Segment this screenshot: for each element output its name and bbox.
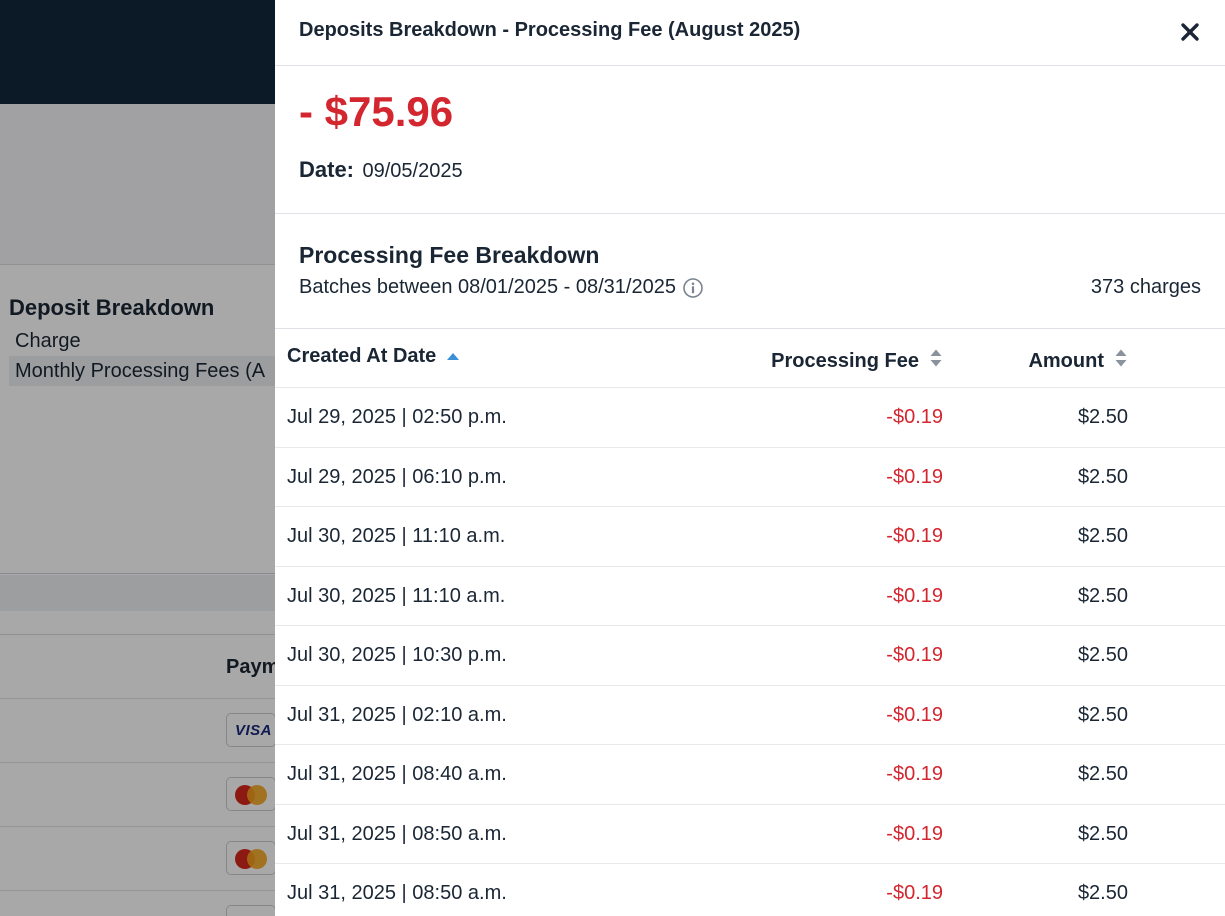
created-at-date-cell: Jul 29, 2025 | 02:50 p.m. [287,406,507,428]
amount-header[interactable]: Amount [1028,348,1128,374]
payment-column-header: Paym [226,656,280,678]
table-row[interactable]: Jul 30, 2025 | 11:10 a.m. -$0.19 $2.50 [275,567,1225,626]
amount-cell: $2.50 [1077,822,1128,845]
batches-range-text: Batches between 08/01/2025 - 08/31/2025 [299,276,676,298]
mastercard-circle-yellow [247,849,267,869]
sort-ascending-icon [446,345,460,368]
processing-fee-cell: -$0.19 [886,584,943,607]
processing-fee-header[interactable]: Processing Fee [771,348,943,374]
table-row[interactable]: Jul 31, 2025 | 08:40 a.m. -$0.19 $2.50 [275,745,1225,805]
charges-count: 373 charges [1090,276,1201,298]
table-header: Created At Date Processing Fee Amount [275,329,1225,388]
created-at-date-cell: Jul 31, 2025 | 08:50 a.m. [287,882,507,904]
close-icon [1181,23,1199,41]
deposit-date: Date: 09/05/2025 [299,157,463,183]
sort-icon [929,348,943,374]
processing-fee-cell: -$0.19 [886,465,943,488]
created-at-date-cell: Jul 30, 2025 | 11:10 a.m. [287,584,506,607]
column-header-label: Amount [1028,349,1104,372]
table-row[interactable]: Jul 31, 2025 | 08:50 a.m. -$0.19 $2.50 [275,864,1225,916]
drawer-title: Deposits Breakdown - Processing Fee (Aug… [299,19,801,41]
deposit-summary: - $75.96 Date: 09/05/2025 [275,66,1225,214]
charge-column-label: Charge [15,330,81,352]
deposit-breakdown-title: Deposit Breakdown [9,295,215,320]
date-value: 09/05/2025 [362,160,463,182]
monthly-fees-row[interactable] [9,356,309,386]
processing-fee-cell: -$0.19 [886,882,943,904]
amount-cell: $2.50 [1077,584,1128,607]
created-at-date-cell: Jul 31, 2025 | 08:50 a.m. [287,822,507,845]
processing-fee-table: Created At Date Processing Fee Amount Ju… [275,329,1225,916]
created-at-date-cell: Jul 30, 2025 | 10:30 p.m. [287,644,507,666]
mastercard-icon [226,841,276,875]
table-row[interactable]: Jul 31, 2025 | 08:50 a.m. -$0.19 $2.50 [275,805,1225,864]
processing-fee-cell: -$0.19 [886,822,943,845]
created-at-date-cell: Jul 31, 2025 | 08:40 a.m. [287,763,507,785]
amount-cell: $2.50 [1077,644,1128,666]
info-icon[interactable] [682,277,704,299]
table-row[interactable]: Jul 29, 2025 | 02:50 p.m. -$0.19 $2.50 [275,388,1225,448]
visa-card-label: VISA [235,722,273,739]
processing-fee-cell: -$0.19 [886,763,943,785]
breakdown-title: Processing Fee Breakdown [299,242,600,268]
mastercard-circle-yellow [247,785,267,805]
created-at-date-cell: Jul 30, 2025 | 11:10 a.m. [287,525,506,547]
column-header-label: Processing Fee [771,349,919,372]
processing-fee-breakdown: Processing Fee Breakdown Batches between… [275,214,1225,329]
processing-fee-cell: -$0.19 [886,525,943,547]
column-header-label: Created At Date [287,345,437,367]
date-label: Date: [299,157,355,182]
amount-cell: $2.50 [1077,406,1128,428]
close-button[interactable] [1175,17,1205,47]
amount-cell: $2.50 [1077,465,1128,488]
deposits-breakdown-drawer: Deposits Breakdown - Processing Fee (Aug… [275,0,1225,916]
processing-fee-cell: -$0.19 [886,406,943,428]
table-row[interactable]: Jul 31, 2025 | 02:10 a.m. -$0.19 $2.50 [275,686,1225,745]
table-row[interactable]: Jul 30, 2025 | 10:30 p.m. -$0.19 $2.50 [275,626,1225,686]
processing-fee-cell: -$0.19 [886,644,943,666]
breakdown-subtitle: Batches between 08/01/2025 - 08/31/2025 [299,276,704,299]
created-at-date-header[interactable]: Created At Date [287,345,460,368]
table-row[interactable]: Jul 30, 2025 | 11:10 a.m. -$0.19 $2.50 [275,507,1225,567]
deposit-amount: - $75.96 [299,88,454,135]
table-row[interactable]: Jul 29, 2025 | 06:10 p.m. -$0.19 $2.50 [275,448,1225,507]
sort-icon [1114,348,1128,374]
monthly-fees-row-label: Monthly Processing Fees (A [15,360,266,382]
amount-cell: $2.50 [1077,703,1128,726]
created-at-date-cell: Jul 29, 2025 | 06:10 p.m. [287,465,507,488]
drawer-header: Deposits Breakdown - Processing Fee (Aug… [275,0,1225,66]
processing-fee-cell: -$0.19 [886,703,943,726]
created-at-date-cell: Jul 31, 2025 | 02:10 a.m. [287,703,507,726]
visa-card-icon: VISA [226,713,276,747]
amount-cell: $2.50 [1077,763,1128,785]
amount-cell: $2.50 [1077,882,1128,904]
amount-cell: $2.50 [1077,525,1128,547]
table-body: Jul 29, 2025 | 02:50 p.m. -$0.19 $2.50 Jul … [275,388,1225,916]
